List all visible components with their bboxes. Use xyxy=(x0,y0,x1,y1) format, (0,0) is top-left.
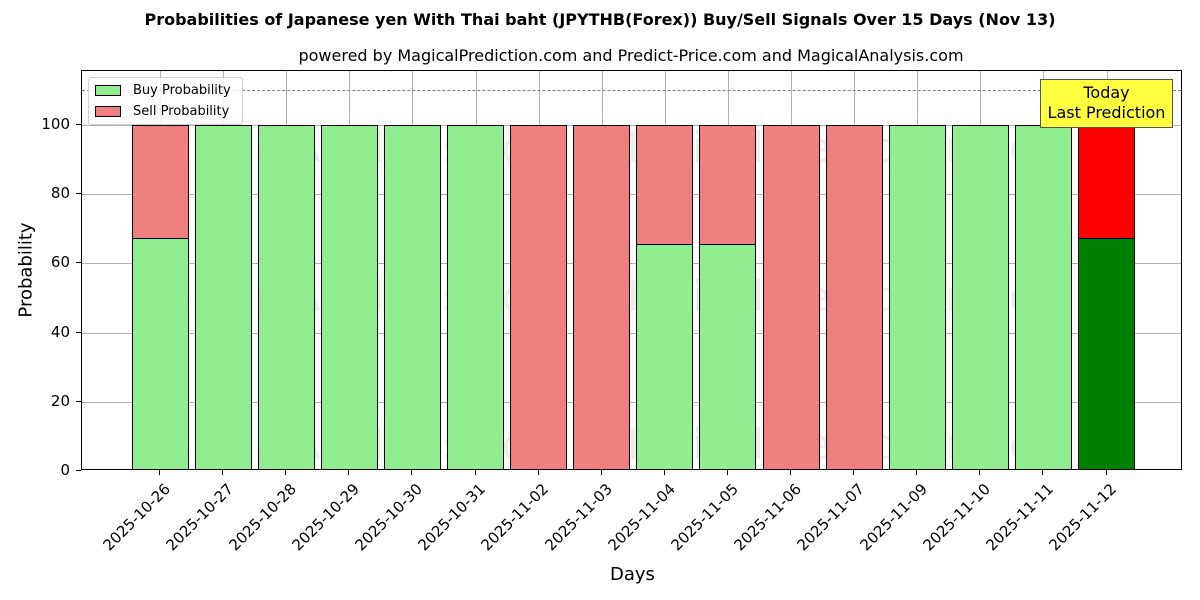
grid-line-h xyxy=(82,194,1181,196)
x-tick-mark xyxy=(1105,470,1107,475)
x-tick-mark xyxy=(474,470,476,475)
x-tick-label: 2025-10-29 xyxy=(288,480,364,555)
buy-bar-2025-11-11 xyxy=(1014,125,1072,469)
y-tick-mark xyxy=(76,331,81,333)
legend: Buy Probability Sell Probability xyxy=(88,77,243,125)
grid-line-h xyxy=(82,332,1181,334)
x-tick-mark xyxy=(1042,470,1044,475)
buy-bar-2025-11-04 xyxy=(636,244,694,469)
sell-bar-2025-11-04 xyxy=(636,125,694,246)
x-tick-label: 2025-11-07 xyxy=(793,480,868,555)
y-tick-label: 60 xyxy=(50,253,70,272)
x-tick-label: 2025-11-09 xyxy=(856,480,931,555)
x-tick-label: 2025-11-03 xyxy=(541,480,616,555)
sell-bar-2025-11-05 xyxy=(699,125,757,246)
sell-bar-2025-11-07 xyxy=(825,125,883,469)
y-tick-label: 80 xyxy=(50,184,70,203)
buy-bar-2025-11-12 xyxy=(1078,238,1135,469)
sell-bar-2025-11-12 xyxy=(1078,125,1135,240)
y-tick-label: 0 xyxy=(60,461,70,479)
legend-item-sell: Sell Probability xyxy=(95,101,229,121)
buy-bar-2025-10-30 xyxy=(383,125,441,469)
sell-bar-2025-11-02 xyxy=(510,125,568,469)
annotation-line-2: Last Prediction xyxy=(1047,103,1166,122)
x-tick-label: 2025-11-05 xyxy=(667,480,742,555)
buy-bar-2025-10-27 xyxy=(194,125,252,469)
buy-bar-2025-11-05 xyxy=(699,244,757,469)
grid-line-h xyxy=(82,401,1181,403)
x-tick-label: 2025-11-06 xyxy=(730,480,805,555)
x-tick-label: 2025-11-12 xyxy=(1045,480,1121,555)
x-tick-mark xyxy=(916,470,918,475)
today-annotation: Today Last Prediction xyxy=(1040,79,1173,128)
x-tick-label: 2025-10-31 xyxy=(414,480,490,555)
buy-bar-2025-10-28 xyxy=(257,125,315,469)
x-tick-mark xyxy=(663,470,665,475)
x-tick-mark xyxy=(979,470,981,475)
legend-label-sell: Sell Probability xyxy=(133,103,230,119)
x-tick-mark xyxy=(411,470,413,475)
x-tick-mark xyxy=(726,470,728,475)
y-axis-label: Probability xyxy=(15,222,37,318)
y-tick-label: 100 xyxy=(41,115,70,133)
x-tick-mark xyxy=(790,470,791,475)
x-tick-label: 2025-10-30 xyxy=(351,480,427,555)
buy-bar-2025-10-26 xyxy=(131,238,189,469)
reference-line xyxy=(82,90,1181,92)
x-tick-label: 2025-11-02 xyxy=(477,480,553,555)
sell-bar-2025-10-26 xyxy=(131,125,189,240)
buy-bar-2025-10-29 xyxy=(320,125,378,469)
buy-bar-2025-11-10 xyxy=(951,125,1009,469)
x-tick-mark xyxy=(600,470,602,475)
x-tick-mark xyxy=(222,470,224,475)
x-tick-mark xyxy=(285,470,287,475)
x-axis-label: Days xyxy=(610,564,655,585)
legend-label-buy: Buy Probability xyxy=(133,82,231,98)
sell-bar-2025-11-03 xyxy=(573,125,631,469)
y-tick-mark xyxy=(76,193,81,195)
y-tick-mark xyxy=(76,400,81,402)
plot-area: MagicalAnalysis.comMagicalPrediction.com… xyxy=(81,70,1182,470)
x-tick-label: 2025-11-11 xyxy=(982,480,1058,555)
y-tick-label: 40 xyxy=(50,322,70,341)
chart-title: Probabilities of Japanese yen With Thai … xyxy=(144,10,1056,29)
x-tick-label: 2025-10-28 xyxy=(225,480,300,555)
buy-bar-2025-10-31 xyxy=(447,125,504,469)
sell-bar-2025-11-06 xyxy=(762,125,820,469)
x-tick-label: 2025-11-10 xyxy=(919,480,995,555)
x-tick-label: 2025-10-27 xyxy=(162,480,237,555)
y-tick-mark xyxy=(76,470,81,471)
y-tick-mark xyxy=(76,124,81,125)
chart-subtitle: powered by MagicalPrediction.com and Pre… xyxy=(298,46,964,65)
x-tick-mark xyxy=(159,470,160,475)
x-tick-label: 2025-10-26 xyxy=(99,480,174,555)
sell-swatch-icon xyxy=(95,105,121,117)
x-tick-mark xyxy=(537,470,539,475)
grid-line-h xyxy=(82,125,1181,126)
y-tick-mark xyxy=(76,262,81,264)
annotation-line-1: Today xyxy=(1083,83,1130,102)
y-tick-label: 20 xyxy=(50,391,70,410)
legend-item-buy: Buy Probability xyxy=(95,80,231,100)
buy-swatch-icon xyxy=(95,84,121,96)
buy-bar-2025-11-09 xyxy=(888,125,946,469)
x-tick-mark xyxy=(348,470,350,475)
grid-line-h xyxy=(82,263,1181,265)
x-tick-mark xyxy=(853,470,855,475)
